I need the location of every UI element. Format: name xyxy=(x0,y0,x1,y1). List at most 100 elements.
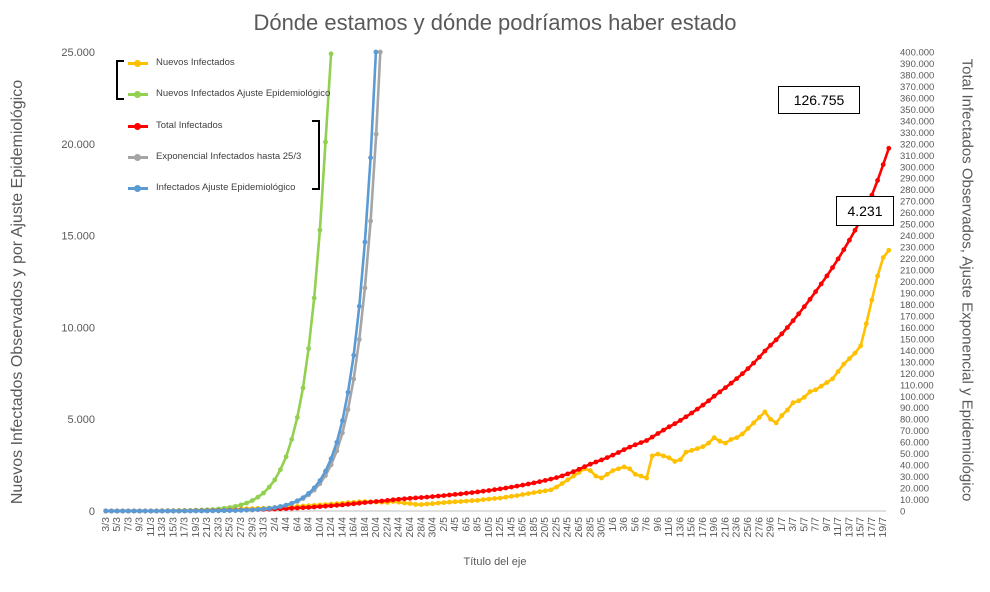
x-tick-label: 14/4 xyxy=(336,517,348,538)
data-point-total-infectados xyxy=(328,503,334,509)
data-point-infectados-ajuste-epidemiologico xyxy=(244,507,250,513)
data-point-nuevos-infectados xyxy=(492,496,497,501)
data-point-nuevos-infectados xyxy=(649,453,655,459)
data-point-total-infectados xyxy=(306,505,311,510)
right-y-tick-label: 90.000 xyxy=(900,403,929,414)
data-point-nuevos-infectados xyxy=(711,435,717,440)
x-tick-label: 28/5 xyxy=(584,517,596,538)
data-point-total-infectados xyxy=(311,504,317,510)
data-point-nuevos-infectados xyxy=(548,487,554,493)
data-point-nuevos-infectados xyxy=(875,273,880,279)
legend-label-total: Total Infectados xyxy=(156,120,223,131)
data-point-nuevos-infectados xyxy=(678,457,683,462)
data-point-infectados-ajuste-epidemiologico xyxy=(120,508,126,514)
data-point-nuevos-infectados xyxy=(441,500,447,505)
right-y-tick-label: 80.000 xyxy=(900,415,929,426)
data-point-total-infectados xyxy=(497,486,503,492)
data-point-infectados-ajuste-epidemiologico xyxy=(289,500,295,506)
right-y-tick-label: 300.000 xyxy=(900,162,934,173)
data-point-exponencial-infectados-hasta-25-3 xyxy=(340,430,345,436)
data-point-total-infectados xyxy=(300,505,306,511)
data-point-total-infectados xyxy=(835,256,841,262)
data-point-total-infectados xyxy=(672,421,678,427)
callout-total: 126.755 xyxy=(778,86,860,114)
data-point-total-infectados xyxy=(655,431,661,436)
data-point-total-infectados xyxy=(689,410,695,416)
data-point-total-infectados xyxy=(621,447,627,453)
data-point-nuevos-infectados xyxy=(824,380,830,385)
data-point-nuevos-infectados xyxy=(531,490,537,495)
data-point-nuevos-infectados xyxy=(458,499,464,504)
data-point-nuevos-infectados xyxy=(503,494,509,500)
data-point-total-infectados xyxy=(824,273,830,279)
data-point-total-infectados xyxy=(379,498,385,504)
data-point-exponencial-infectados-hasta-25-3 xyxy=(351,376,357,382)
data-point-total-infectados xyxy=(644,438,649,443)
data-point-total-infectados xyxy=(852,227,858,233)
data-point-total-infectados xyxy=(830,265,835,270)
data-point-nuevos-infectados-ajuste-epidemiologico xyxy=(255,494,261,500)
data-point-total-infectados xyxy=(435,493,441,499)
data-point-infectados-ajuste-epidemiologico xyxy=(340,418,345,424)
data-point-total-infectados xyxy=(717,389,723,395)
data-point-nuevos-infectados xyxy=(430,501,435,507)
data-point-total-infectados xyxy=(880,162,886,168)
data-point-nuevos-infectados xyxy=(424,501,430,507)
right-y-tick-label: 320.000 xyxy=(900,139,934,150)
right-y-tick-label: 390.000 xyxy=(900,59,934,70)
x-tick-label: 19/6 xyxy=(708,517,720,538)
data-point-nuevos-infectados-ajuste-epidemiologico xyxy=(317,227,323,233)
right-y-tick-label: 150.000 xyxy=(900,334,934,345)
right-y-tick-label: 380.000 xyxy=(900,70,934,81)
data-point-total-infectados xyxy=(407,495,413,501)
right-y-tick-label: 130.000 xyxy=(900,357,934,368)
data-point-total-infectados xyxy=(576,466,582,472)
data-point-total-infectados xyxy=(283,506,289,511)
data-point-nuevos-infectados xyxy=(869,297,875,303)
data-point-total-infectados xyxy=(661,427,666,433)
data-point-nuevos-infectados xyxy=(683,449,689,455)
series-line-total-infectados xyxy=(105,147,891,513)
data-point-total-infectados xyxy=(604,455,610,460)
data-point-total-infectados xyxy=(728,380,734,386)
data-point-infectados-ajuste-epidemiologico xyxy=(131,508,137,514)
legend-label-nuevos: Nuevos Infectados xyxy=(156,57,235,68)
series-line-nuevos-infectados xyxy=(105,249,890,513)
data-point-total-infectados xyxy=(396,496,402,502)
data-point-nuevos-infectados xyxy=(801,394,807,400)
x-tick-label: 11/7 xyxy=(832,517,844,537)
data-point-infectados-ajuste-epidemiologico xyxy=(266,506,272,511)
right-y-tick-label: 170.000 xyxy=(900,311,934,322)
data-point-total-infectados xyxy=(480,488,486,494)
data-point-infectados-ajuste-epidemiologico xyxy=(255,507,261,512)
x-tick-label: 3/6 xyxy=(618,517,630,532)
data-point-infectados-ajuste-epidemiologico xyxy=(272,505,278,510)
right-y-tick-label: 120.000 xyxy=(900,369,934,380)
data-point-total-infectados xyxy=(711,393,717,399)
data-point-infectados-ajuste-epidemiologico xyxy=(154,508,159,514)
data-point-total-infectados xyxy=(813,289,818,295)
data-point-nuevos-infectados xyxy=(604,471,610,477)
data-point-infectados-ajuste-epidemiologico xyxy=(249,507,255,513)
data-point-nuevos-infectados xyxy=(734,435,740,440)
data-point-total-infectados xyxy=(740,371,745,377)
data-point-nuevos-infectados xyxy=(717,438,723,444)
x-tick-label: 30/4 xyxy=(427,517,439,538)
data-point-total-infectados xyxy=(351,501,357,507)
data-point-total-infectados xyxy=(723,385,728,390)
x-tick-label: 5/7 xyxy=(798,517,810,532)
data-point-nuevos-infectados-ajuste-epidemiologico xyxy=(311,295,317,301)
x-axis-label: Título del eje xyxy=(463,556,527,568)
data-point-nuevos-infectados xyxy=(655,451,661,457)
data-point-infectados-ajuste-epidemiologico xyxy=(125,508,131,514)
data-point-infectados-ajuste-epidemiologico xyxy=(137,508,143,514)
x-tick-label: 7/6 xyxy=(641,517,653,532)
data-point-total-infectados xyxy=(571,469,576,475)
data-point-infectados-ajuste-epidemiologico xyxy=(182,508,188,514)
data-point-total-infectados xyxy=(801,304,807,310)
data-point-nuevos-infectados-ajuste-epidemiologico xyxy=(266,484,272,490)
data-point-total-infectados xyxy=(475,489,480,495)
data-point-total-infectados xyxy=(610,452,616,458)
x-tick-label: 23/3 xyxy=(212,517,224,538)
